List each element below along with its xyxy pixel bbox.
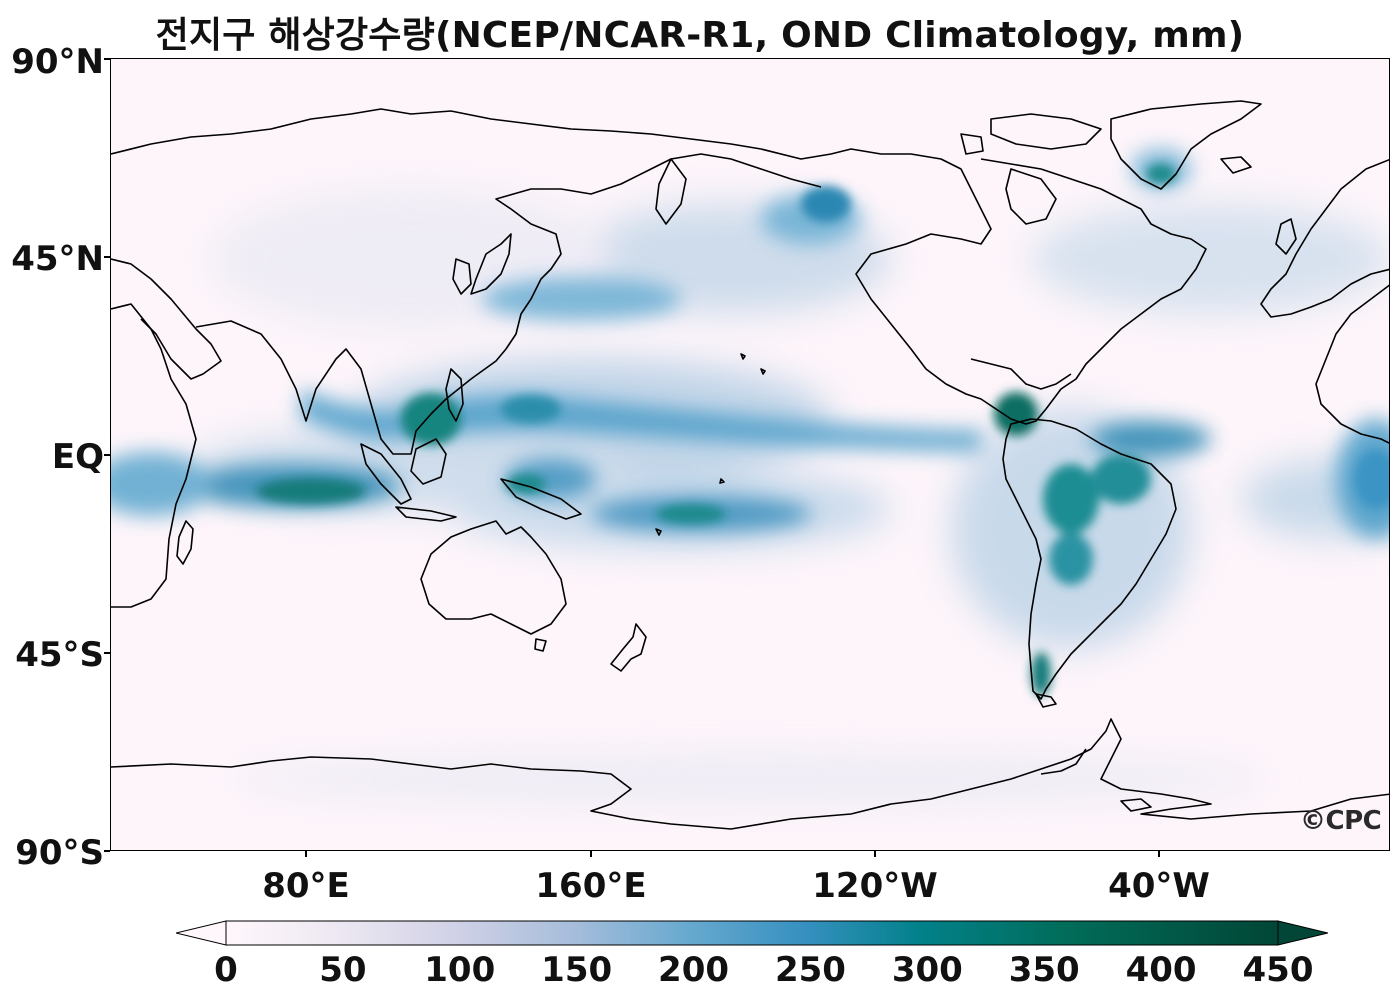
lon-tick — [305, 851, 307, 857]
lat-tick — [104, 454, 110, 456]
coastlines — [111, 100, 1389, 830]
lon-tick — [590, 851, 592, 857]
coast-borneo — [410, 438, 447, 485]
coast-japan — [470, 233, 512, 295]
coast-java — [395, 506, 457, 522]
colorbar — [176, 920, 1328, 946]
colorbar-tick-label: 250 — [774, 950, 846, 990]
lat-tick — [104, 850, 110, 852]
coast-eurasia — [195, 153, 822, 455]
colorbar-tick-label: 50 — [319, 950, 367, 990]
coast-philippines — [445, 368, 464, 422]
coast-kamchatka — [655, 158, 687, 225]
coast-sumatra — [360, 443, 412, 505]
coast-south-america — [1002, 418, 1177, 700]
colorbar-tick-label: 350 — [1008, 950, 1080, 990]
coast-gulf — [970, 358, 1072, 390]
colorbar-tick-label: 400 — [1125, 950, 1197, 990]
lat-tick — [104, 58, 110, 60]
colorbar-tick-label: 100 — [424, 950, 496, 990]
coast-africa — [111, 303, 197, 608]
colorbar-tick-label: 0 — [214, 950, 238, 990]
coast-arabia — [111, 258, 222, 380]
coast-hudson-bay — [1005, 168, 1057, 225]
coast-greenland — [1110, 100, 1262, 190]
precipitation-field — [111, 149, 1389, 804]
lat-label-45n: 45°N — [11, 239, 104, 279]
coast-newguinea — [500, 478, 582, 520]
colorbar-gradient — [225, 920, 1279, 946]
coast-newzealand — [610, 623, 647, 672]
colorbar-tick-label: 150 — [541, 950, 613, 990]
lat-label-eq: EQ — [51, 437, 104, 477]
lon-label-120w: 120°W — [812, 866, 938, 906]
lat-label-90s: 90°S — [15, 833, 104, 873]
coast-antarctica — [111, 718, 1389, 830]
cpc-watermark: ©CPC — [1300, 806, 1382, 836]
coast-west-africa — [1315, 284, 1389, 444]
colorbar-tick-label: 200 — [658, 950, 730, 990]
lat-tick — [104, 256, 110, 258]
lon-tick — [1158, 851, 1160, 857]
coast-arctic-islands — [990, 113, 1102, 150]
coast-arctic-siberia — [111, 108, 762, 155]
coast-tierra-del-fuego — [1035, 693, 1057, 708]
colorbar-tick-label: 300 — [891, 950, 963, 990]
coast-iceland — [1220, 156, 1252, 174]
coast-europe — [1260, 158, 1389, 318]
colorbar-extend-min — [176, 920, 227, 946]
lon-label-80e: 80°E — [262, 866, 350, 906]
colorbar-tick-label: 450 — [1242, 950, 1314, 990]
lon-label-160e: 160°E — [535, 866, 647, 906]
colorbar-extend-max — [1277, 920, 1328, 946]
precipitation-map — [110, 58, 1390, 851]
coast-madagascar — [176, 520, 194, 565]
coast-australia — [420, 520, 567, 635]
lat-label-90n: 90°N — [11, 42, 104, 82]
coast-tasmania — [534, 638, 547, 652]
coast-britain — [1275, 218, 1297, 255]
map-svg — [111, 59, 1389, 850]
coast-korea — [452, 258, 472, 295]
lat-label-45s: 45°S — [15, 635, 104, 675]
map-title: 전지구 해상강수량(NCEP/NCAR-R1, OND Climatology,… — [155, 15, 1245, 56]
coast-north-america — [760, 148, 1207, 425]
lon-tick — [874, 851, 876, 857]
lon-label-40w: 40°W — [1108, 866, 1210, 906]
lat-tick — [104, 652, 110, 654]
